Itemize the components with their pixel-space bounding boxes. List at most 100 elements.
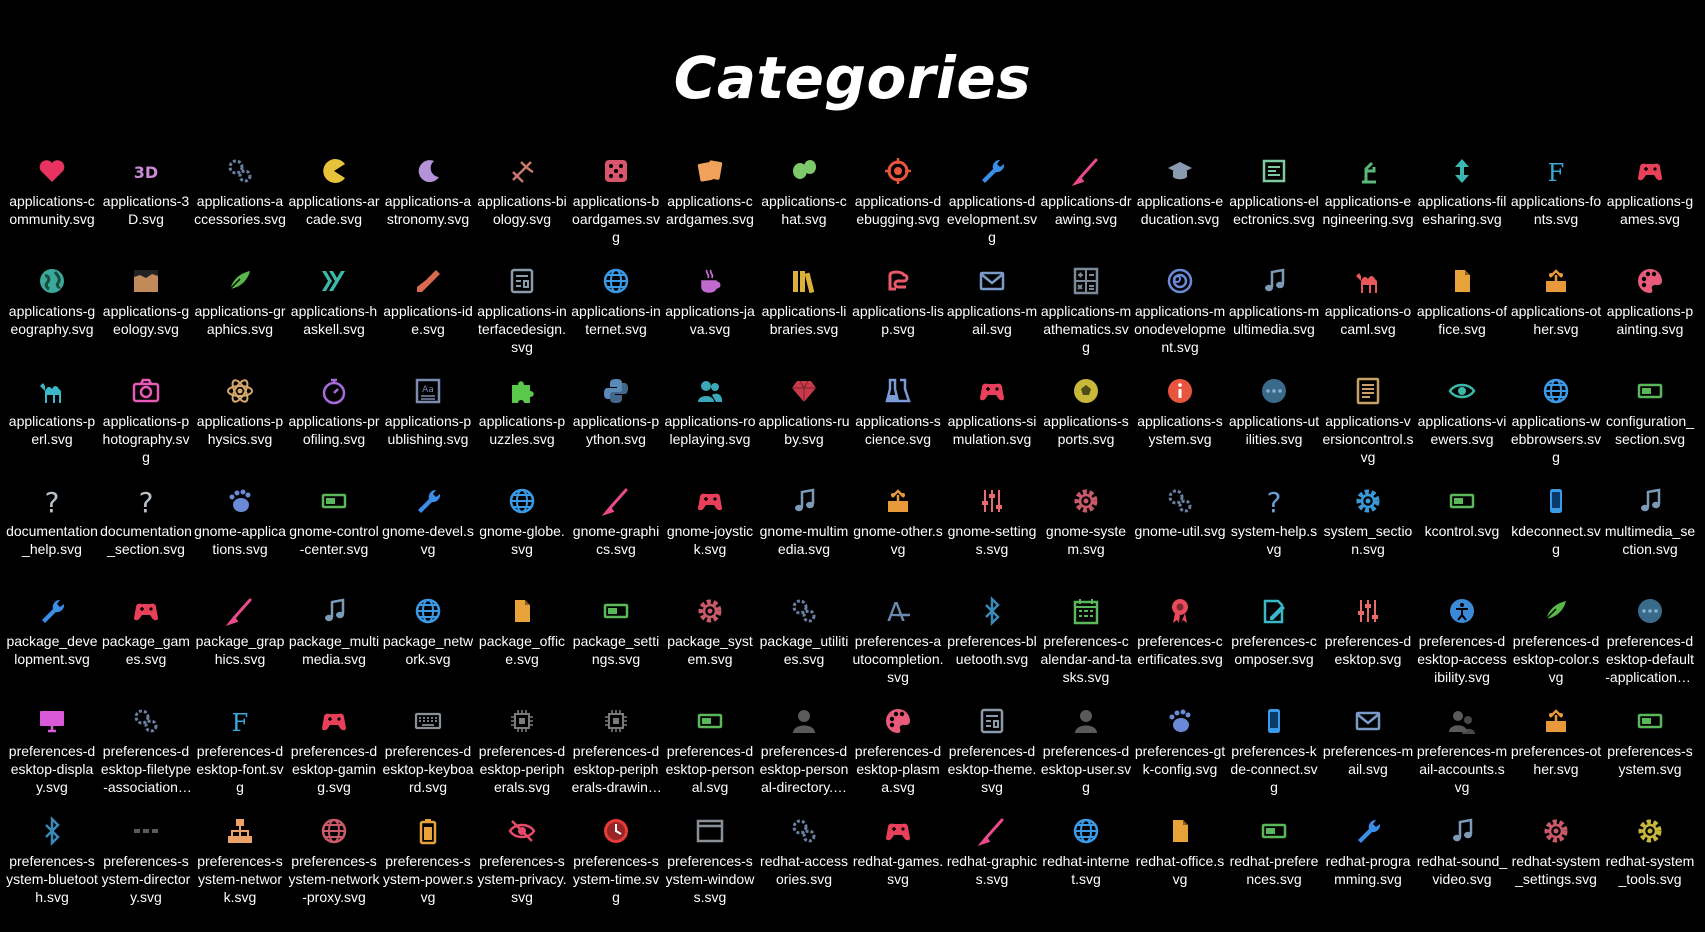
icon-tile[interactable]: redhat-office.svg — [1133, 813, 1227, 923]
icon-tile[interactable]: package_graphics.svg — [193, 593, 287, 703]
icon-tile[interactable]: applications-games.svg — [1603, 153, 1697, 263]
icon-tile[interactable]: applications-mail.svg — [945, 263, 1039, 373]
icon-tile[interactable]: applications-sports.svg — [1039, 373, 1133, 483]
icon-tile[interactable]: applications-other.svg — [1509, 263, 1603, 373]
icon-tile[interactable]: applications-arcade.svg — [287, 153, 381, 263]
icon-tile[interactable]: applications-boardgames.svg — [569, 153, 663, 263]
icon-tile[interactable]: applications-development.svg — [945, 153, 1039, 263]
icon-tile[interactable]: gnome-util.svg — [1133, 483, 1227, 593]
icon-tile[interactable]: preferences-desktop-personal-directory.s… — [757, 703, 851, 813]
icon-tile[interactable]: gnome-devel.svg — [381, 483, 475, 593]
icon-tile[interactable]: redhat-programming.svg — [1321, 813, 1415, 923]
icon-tile[interactable]: applications-roleplaying.svg — [663, 373, 757, 483]
icon-tile[interactable]: kdeconnect.svg — [1509, 483, 1603, 593]
icon-tile[interactable]: package_system.svg — [663, 593, 757, 703]
icon-tile[interactable]: applications-internet.svg — [569, 263, 663, 373]
icon-tile[interactable]: applications-ocaml.svg — [1321, 263, 1415, 373]
icon-tile[interactable]: preferences-other.svg — [1509, 703, 1603, 813]
icon-tile[interactable]: multimedia_section.svg — [1603, 483, 1697, 593]
icon-tile[interactable]: preferences-desktop.svg — [1321, 593, 1415, 703]
icon-tile[interactable]: package_development.svg — [5, 593, 99, 703]
icon-tile[interactable]: applications-filesharing.svg — [1415, 153, 1509, 263]
icon-tile[interactable]: package_multimedia.svg — [287, 593, 381, 703]
icon-tile[interactable]: kcontrol.svg — [1415, 483, 1509, 593]
icon-tile[interactable]: gnome-settings.svg — [945, 483, 1039, 593]
icon-tile[interactable]: redhat-graphics.svg — [945, 813, 1039, 923]
icon-tile[interactable]: applications-system.svg — [1133, 373, 1227, 483]
icon-tile[interactable]: applications-astronomy.svg — [381, 153, 475, 263]
icon-tile[interactable]: ? system-help.svg — [1227, 483, 1321, 593]
icon-tile[interactable]: preferences-composer.svg — [1227, 593, 1321, 703]
icon-tile[interactable]: redhat-system_settings.svg — [1509, 813, 1603, 923]
icon-tile[interactable]: preferences-desktop-gaming.svg — [287, 703, 381, 813]
icon-tile[interactable]: preferences-system.svg — [1603, 703, 1697, 813]
icon-tile[interactable]: preferences-desktop-peripherals-drawing-… — [569, 703, 663, 813]
icon-tile[interactable]: applications-versioncontrol.svg — [1321, 373, 1415, 483]
icon-tile[interactable]: applications-puzzles.svg — [475, 373, 569, 483]
icon-tile[interactable]: package_network.svg — [381, 593, 475, 703]
icon-tile[interactable]: gnome-other.svg — [851, 483, 945, 593]
icon-tile[interactable]: applications-ide.svg — [381, 263, 475, 373]
icon-tile[interactable]: applications-webbrowsers.svg — [1509, 373, 1603, 483]
icon-tile[interactable]: applications-community.svg — [5, 153, 99, 263]
icon-tile[interactable]: preferences-desktop-user.svg — [1039, 703, 1133, 813]
icon-tile[interactable]: preferences-certificates.svg — [1133, 593, 1227, 703]
icon-tile[interactable]: preferences-system-network.svg — [193, 813, 287, 923]
icon-tile[interactable]: preferences-gtk-config.svg — [1133, 703, 1227, 813]
icon-tile[interactable]: preferences-desktop-keyboard.svg — [381, 703, 475, 813]
icon-tile[interactable]: applications-engineering.svg — [1321, 153, 1415, 263]
icon-tile[interactable]: applications-debugging.svg — [851, 153, 945, 263]
icon-tile[interactable]: preferences-system-power.svg — [381, 813, 475, 923]
icon-tile[interactable]: ? documentation_help.svg — [5, 483, 99, 593]
icon-tile[interactable]: preferences-system-privacy.svg — [475, 813, 569, 923]
icon-tile[interactable]: redhat-system_tools.svg — [1603, 813, 1697, 923]
icon-tile[interactable]: applications-profiling.svg — [287, 373, 381, 483]
icon-tile[interactable]: applications-viewers.svg — [1415, 373, 1509, 483]
icon-tile[interactable]: applications-science.svg — [851, 373, 945, 483]
icon-tile[interactable]: preferences-system-time.svg — [569, 813, 663, 923]
icon-tile[interactable]: Aa applications-publishing.svg — [381, 373, 475, 483]
icon-tile[interactable]: applications-electronics.svg — [1227, 153, 1321, 263]
icon-tile[interactable]: package_games.svg — [99, 593, 193, 703]
icon-tile[interactable]: applications-lisp.svg — [851, 263, 945, 373]
icon-tile[interactable]: gnome-joystick.svg — [663, 483, 757, 593]
icon-tile[interactable]: applications-haskell.svg — [287, 263, 381, 373]
icon-tile[interactable]: applications-ruby.svg — [757, 373, 851, 483]
icon-tile[interactable]: applications-painting.svg — [1603, 263, 1697, 373]
icon-tile[interactable]: applications-accessories.svg — [193, 153, 287, 263]
icon-tile[interactable]: gnome-globe.svg — [475, 483, 569, 593]
icon-tile[interactable]: redhat-preferences.svg — [1227, 813, 1321, 923]
icon-tile[interactable]: preferences-desktop-plasma.svg — [851, 703, 945, 813]
icon-tile[interactable]: applications-geology.svg — [99, 263, 193, 373]
icon-tile[interactable]: configuration_section.svg — [1603, 373, 1697, 483]
icon-tile[interactable]: preferences-desktop-peripherals.svg — [475, 703, 569, 813]
icon-tile[interactable]: applications-graphics.svg — [193, 263, 287, 373]
icon-tile[interactable]: redhat-accessories.svg — [757, 813, 851, 923]
icon-tile[interactable]: redhat-games.svg — [851, 813, 945, 923]
icon-tile[interactable]: applications-drawing.svg — [1039, 153, 1133, 263]
icon-tile[interactable]: system_section.svg — [1321, 483, 1415, 593]
icon-tile[interactable]: 3D applications-3D.svg — [99, 153, 193, 263]
icon-tile[interactable]: preferences-desktop-accessibility.svg — [1415, 593, 1509, 703]
icon-tile[interactable]: applications-chat.svg — [757, 153, 851, 263]
icon-tile[interactable]: applications-java.svg — [663, 263, 757, 373]
icon-tile[interactable]: preferences-mail.svg — [1321, 703, 1415, 813]
icon-tile[interactable]: applications-physics.svg — [193, 373, 287, 483]
icon-tile[interactable]: preferences-system-bluetooth.svg — [5, 813, 99, 923]
icon-tile[interactable]: preferences-kde-connect.svg — [1227, 703, 1321, 813]
icon-tile[interactable]: preferences-mail-accounts.svg — [1415, 703, 1509, 813]
icon-tile[interactable]: applications-education.svg — [1133, 153, 1227, 263]
icon-tile[interactable]: ? documentation_section.svg — [99, 483, 193, 593]
icon-tile[interactable]: gnome-applications.svg — [193, 483, 287, 593]
icon-tile[interactable]: applications-interfacedesign.svg — [475, 263, 569, 373]
icon-tile[interactable]: package_utilities.svg — [757, 593, 851, 703]
icon-tile[interactable]: gnome-control-center.svg — [287, 483, 381, 593]
icon-tile[interactable]: package_office.svg — [475, 593, 569, 703]
icon-tile[interactable]: applications-multimedia.svg — [1227, 263, 1321, 373]
icon-tile[interactable]: redhat-internet.svg — [1039, 813, 1133, 923]
icon-tile[interactable]: gnome-graphics.svg — [569, 483, 663, 593]
icon-tile[interactable]: applications-python.svg — [569, 373, 663, 483]
icon-tile[interactable]: preferences-desktop-color.svg — [1509, 593, 1603, 703]
